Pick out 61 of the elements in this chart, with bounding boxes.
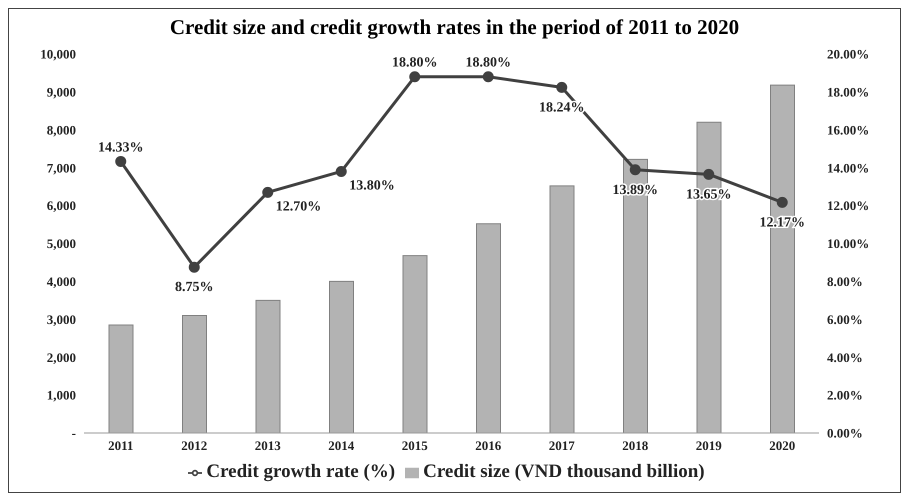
data-label: 12.70% [276,199,322,214]
y2-tick-label: 8.00% [827,274,863,290]
point [188,262,200,273]
point [556,82,568,93]
data-label: 18.80% [392,56,438,71]
y-tick-label: 7,000 [46,160,76,176]
point [262,186,274,198]
point [409,71,420,82]
y2-tick-label: 0.00% [827,426,863,441]
bar [182,315,207,433]
y-tick-label: 6,000 [46,198,76,214]
x-tick-label: 2015 [402,438,428,454]
data-label: 13.89% [612,182,658,198]
x-tick-label: 2013 [254,438,282,454]
point [482,71,494,82]
y-tick-label: 2,000 [46,350,76,365]
y2-tick-label: 4.00% [827,350,863,365]
point [703,168,714,180]
y2-tick-label: 10.00% [827,236,870,252]
y2-tick-label: 18.00% [827,84,870,100]
data-label: 14.33% [98,140,144,156]
x-tick-label: 2016 [475,438,502,454]
y2-tick-label: 2.00% [827,388,863,403]
data-label: 13.80% [349,178,395,194]
y-tick-label: - [72,426,76,441]
y-tick-label: 9,000 [46,84,76,100]
data-label: 13.65% [686,187,732,202]
legend-label: Credit size (VND thousand billion) [423,461,705,482]
data-label: 8.75% [175,280,214,296]
x-tick-label: 2020 [769,438,796,454]
point [336,166,347,177]
y2-tick-label: 20.00% [827,46,870,62]
legend-label: Credit growth rate (%) [206,461,396,482]
y-tick-label: 5,000 [46,236,76,252]
bar [550,185,574,433]
bar [402,255,428,433]
y-tick-label: 10,000 [40,46,76,62]
y-tick-label: 1,000 [46,388,76,403]
x-tick-label: 2014 [328,438,355,454]
x-tick-label: 2017 [548,438,576,454]
y2-tick-label: 6.00% [827,312,863,327]
y2-tick-label: 14.00% [827,160,870,176]
y-tick-label: 8,000 [46,122,76,138]
bar [256,300,280,433]
y2-tick-label: 16.00% [827,122,870,138]
y-tick-label: 3,000 [46,312,76,327]
y-tick-label: 4,000 [46,274,76,290]
x-tick-label: 2012 [181,438,208,454]
x-tick-label: 2019 [696,438,722,454]
y2-tick-label: 12.00% [827,198,870,214]
point [115,156,126,167]
point [776,196,788,208]
x-tick-label: 2011 [108,438,134,454]
bar [476,223,501,433]
data-label: 18.80% [466,56,511,71]
bar [108,324,134,433]
point [630,164,641,176]
bar [329,280,354,433]
data-label: 12.17% [760,215,805,230]
chart-title: Credit size and credit growth rates in the period of 2011 to 2020 [168,15,740,40]
x-tick-label: 2018 [622,438,649,454]
